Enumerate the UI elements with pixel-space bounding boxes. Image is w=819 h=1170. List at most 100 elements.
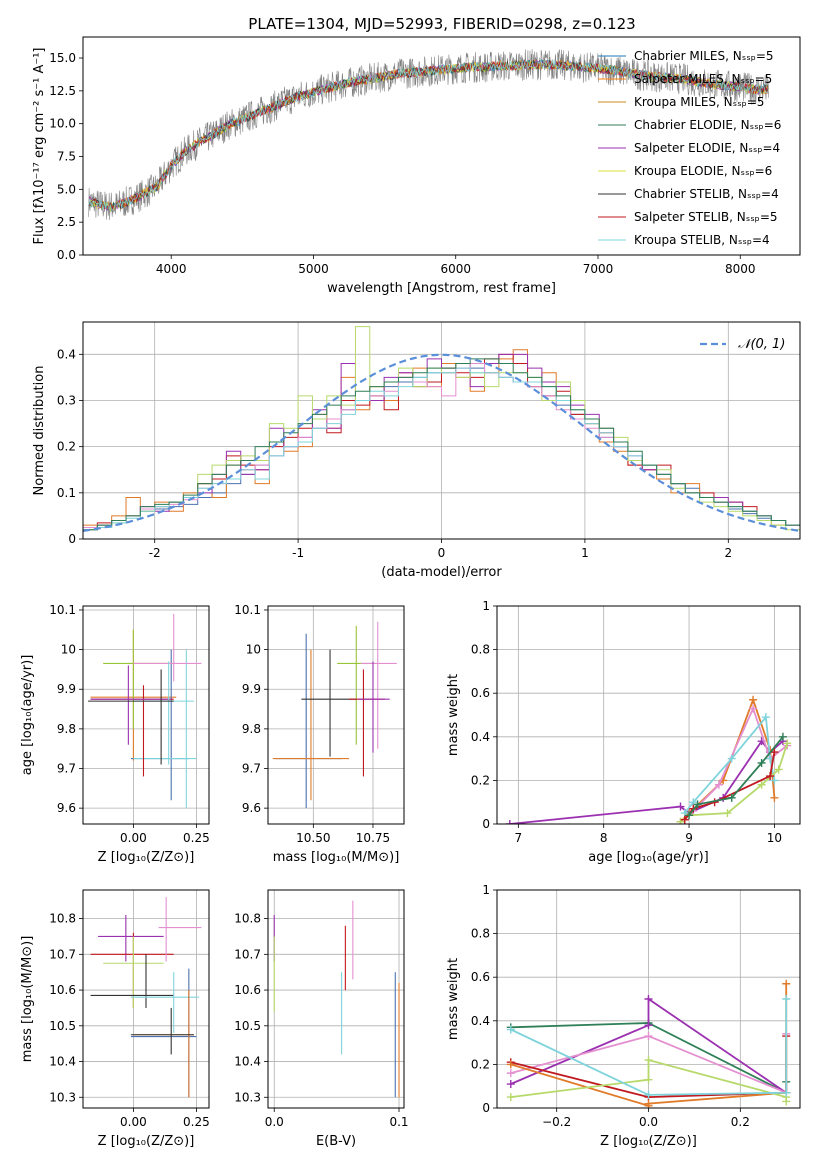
x-tick-label: 0.0 (639, 1115, 658, 1129)
y-tick-label: 0 (68, 532, 76, 546)
weight-marker (770, 776, 779, 785)
legend-label: Kroupa MILES, Nₛₛₚ=5 (634, 95, 764, 109)
weight-marker (749, 704, 758, 713)
weight-series (506, 979, 791, 1108)
x-tick-label: 0.25 (183, 1115, 210, 1129)
y-tick-label: 9.8 (242, 722, 261, 736)
y-tick-label: 0.1 (57, 486, 76, 500)
mass-vs-metallicity-panel: 0.00 0.25 10.3 10.4 10.5 10.6 10.7 10.8 Z [log₁₀… (20, 889, 210, 1149)
x-axis-label: age [log₁₀(age/yr)] (588, 850, 709, 865)
x-tick-label: 7000 (583, 262, 614, 276)
weight-series (505, 695, 792, 824)
y-tick-label: 10 (246, 643, 261, 657)
legend-label: Kroupa STELIB, Nₛₛₚ=4 (634, 233, 770, 247)
axes-frame (496, 889, 801, 1109)
age-vs-metallicity-panel: 0.00 0.25 9.6 9.7 9.8 9.9 10 10.1 Z [log₁₀(Z/Z⊙)… (20, 603, 210, 865)
errorbar-series (90, 897, 202, 1098)
x-axis-label: Z [log₁₀(Z/Z⊙)] (600, 1134, 697, 1149)
y-tick-label: 1 (482, 883, 490, 897)
x-axis-label: Z [log₁₀(Z/Z⊙)] (98, 1134, 195, 1149)
y-tick-label: 0 (482, 1101, 490, 1115)
y-tick-label: 10.8 (234, 912, 261, 926)
weight-marker (723, 809, 732, 818)
x-tick-label: -1 (292, 546, 304, 560)
residual-panel: -2 -1 0 1 2 0 0.1 0.2 0.3 0.4 (data-model)/error No… (32, 321, 801, 580)
weight-marker (782, 1097, 791, 1106)
legend-label: Chabrier MILES, Nₛₛₚ=5 (634, 49, 774, 63)
y-tick-label: 10.8 (49, 912, 76, 926)
axes-frame (82, 321, 801, 540)
y-tick-label: 10.1 (234, 603, 261, 617)
weight-marker (770, 748, 779, 757)
y-tick-label: 9.9 (242, 682, 261, 696)
y-axis-label: age [log₁₀(age/yr)] (20, 655, 35, 776)
weight-marker (505, 820, 514, 824)
weight-marker (644, 995, 653, 1003)
y-tick-label: 9.7 (242, 762, 261, 776)
weight-marker (506, 1069, 515, 1078)
weight-marker (644, 1021, 653, 1030)
y-tick-label: 10.6 (49, 983, 76, 997)
axes-frame (82, 889, 210, 1109)
histogram-series (83, 326, 800, 532)
axes-frame (267, 889, 405, 1109)
weight-marker (727, 754, 736, 763)
y-tick-label: 0.2 (471, 773, 490, 787)
y-tick-label: 10.4 (49, 1055, 76, 1069)
weight-marker (783, 739, 792, 748)
weight-marker (644, 1099, 653, 1108)
x-axis-label: Z [log₁₀(Z/Z⊙)] (98, 850, 195, 865)
y-tick-label: 0.6 (471, 970, 490, 984)
weight-line (510, 999, 788, 1096)
y-axis-label: mass weight (446, 674, 461, 756)
y-tick-label: 10.5 (234, 1019, 261, 1033)
y-tick-label: 9.6 (242, 801, 261, 815)
weight-marker (685, 811, 694, 820)
weight-marker (676, 817, 685, 824)
y-tick-label: 10.7 (234, 947, 261, 961)
x-tick-label: 0.1 (389, 1115, 408, 1129)
weight-marker (506, 1093, 515, 1102)
figure-title: PLATE=1304, MJD=52993, FIBERID=0298, z=0… (248, 15, 635, 33)
y-tick-label: 0.4 (471, 1014, 490, 1028)
weight-marker (506, 1080, 515, 1089)
x-tick-label: 1 (581, 546, 589, 560)
y-tick-label: 0.3 (57, 393, 76, 407)
y-tick-label: 0.0 (57, 248, 76, 262)
legend-label: Chabrier STELIB, Nₛₛₚ=4 (634, 187, 779, 201)
x-tick-label: 0.25 (183, 831, 210, 845)
axes-frame (267, 605, 405, 825)
spectrum-panel: 4000 5000 6000 7000 8000 0.0 2.5 5.0 7.5 10.0 12.5… (32, 36, 801, 296)
weight-marker (714, 780, 723, 789)
weight-marker (778, 732, 787, 741)
weight-line (509, 739, 784, 824)
x-tick-label: 4000 (156, 262, 187, 276)
spectrum-series (88, 48, 769, 221)
y-axis-label: Flux [fλ10⁻¹⁷ erg cm⁻² s⁻¹ A⁻¹] (32, 48, 47, 245)
legend-label: Kroupa ELODIE, Nₛₛₚ=6 (634, 164, 772, 178)
weight-marker (644, 1090, 653, 1099)
y-tick-label: 0.6 (471, 686, 490, 700)
y-tick-label: 9.8 (57, 722, 76, 736)
spectrum-legend: Chabrier MILES, Nₛₛₚ=5 Salpeter MILES, Nₛ… (598, 49, 781, 247)
weight-marker (644, 1075, 653, 1084)
x-axis-label: E(B-V) (316, 1134, 356, 1149)
y-axis-label: mass [log₁₀(M/M⊙)] (20, 936, 35, 1063)
y-tick-label: 1 (482, 599, 490, 613)
legend-label: Salpeter STELIB, Nₛₛₚ=5 (634, 210, 778, 224)
weight-marker (749, 695, 758, 704)
y-tick-label: 15.0 (49, 51, 76, 65)
y-tick-label: 0.4 (57, 347, 76, 361)
y-tick-label: 9.9 (57, 682, 76, 696)
y-tick-label: 0.2 (471, 1057, 490, 1071)
mass-weight-vs-age-panel: 7 8 9 10 0 0.2 0.4 0.6 0.8 1 age [log₁₀(age/yr)] ma… (446, 599, 801, 865)
x-tick-label: 5000 (298, 262, 329, 276)
y-tick-label: 5.0 (57, 182, 76, 196)
x-tick-label: −0.2 (542, 1115, 571, 1129)
x-tick-label: 0 (438, 546, 446, 560)
x-tick-label: 8 (600, 831, 608, 845)
y-tick-label: 9.6 (57, 801, 76, 815)
weight-marker (506, 1060, 515, 1069)
x-tick-label: 10.50 (296, 831, 330, 845)
x-tick-label: 7 (515, 831, 523, 845)
